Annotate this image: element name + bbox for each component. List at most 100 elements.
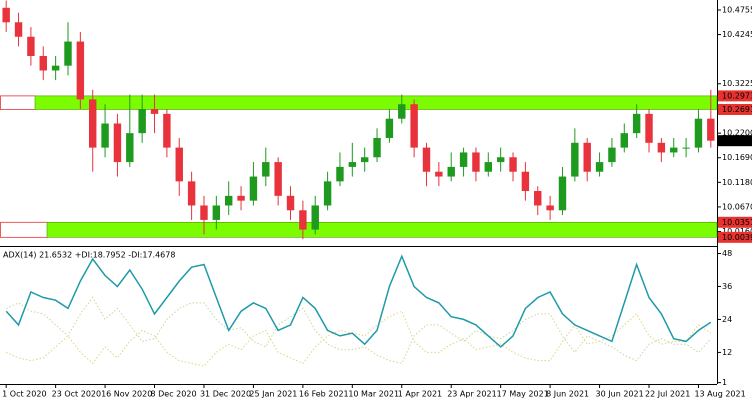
candle-body — [546, 205, 554, 211]
candle-body — [76, 41, 85, 100]
x-tick-label: 1 Apr 2021 — [398, 390, 442, 399]
candle-body — [534, 191, 542, 206]
candle-body — [583, 142, 591, 172]
candle-body — [373, 137, 381, 158]
indicator-line — [5, 310, 712, 367]
x-tick-label: 16 Feb 2021 — [299, 390, 349, 399]
candle-body — [521, 171, 530, 192]
price-marker-label: 10.0351 — [722, 218, 752, 227]
x-tick-label: 13 Aug 2021 — [694, 390, 745, 399]
x-tick-label: 16 Nov 2020 — [101, 390, 152, 399]
y-tick-label: 10.0160 — [722, 227, 752, 236]
candle-body — [101, 123, 109, 148]
y-tick-label: 10.4245 — [722, 30, 752, 39]
candle-body — [138, 109, 146, 134]
candle-body — [385, 118, 394, 138]
x-tick-label: 8 Dec 2020 — [151, 390, 197, 399]
candle-body — [163, 113, 171, 148]
x-tick-label: 10 Mar 2021 — [348, 390, 399, 399]
y-tick-label: 10.0670 — [722, 202, 752, 211]
candle-body — [286, 195, 295, 211]
candle-body — [274, 162, 282, 196]
price-marker — [718, 231, 752, 243]
price-marker-label: 10.0039 — [722, 233, 752, 242]
candle-body — [509, 157, 517, 172]
candle-body — [670, 147, 678, 153]
candle-body — [707, 118, 715, 141]
candle-body — [311, 205, 319, 230]
y-tick-label: 10.4755 — [722, 5, 752, 14]
candle-body — [360, 157, 369, 163]
x-tick-label: 31 Dec 2020 — [200, 390, 251, 399]
candle-body — [496, 157, 505, 163]
candle-body — [175, 147, 183, 182]
y-tick-label: 24 — [722, 315, 732, 324]
price-marker — [718, 103, 752, 115]
y-tick-label: 10.1690 — [722, 153, 752, 162]
x-tick-label: 17 May 2021 — [497, 390, 549, 399]
x-tick-label: 23 Oct 2020 — [52, 390, 101, 399]
candle-body — [14, 22, 23, 37]
y-tick-label: 10.1180 — [722, 178, 752, 187]
candle-body — [64, 41, 72, 66]
candle-body — [682, 147, 690, 149]
candle-body — [595, 162, 604, 172]
zone — [46, 221, 718, 238]
candle-body — [27, 36, 35, 57]
candle-body — [608, 147, 616, 163]
candle-body — [571, 142, 579, 177]
y-tick-label: 10.3225 — [722, 79, 752, 88]
candle-body — [348, 162, 357, 167]
x-tick-label: 25 Jan 2021 — [249, 390, 297, 399]
candle-body — [645, 113, 653, 143]
candle-body — [459, 152, 468, 167]
candle-body — [410, 104, 418, 148]
indicator-line — [5, 254, 712, 348]
y-tick-label: 48 — [722, 249, 732, 258]
candle-body — [2, 7, 10, 23]
candle-body — [150, 109, 159, 114]
indicator-legend: ADX(14) 21.6532 +DI:18.7952 -DI:17.4678 — [3, 251, 175, 260]
candle-body — [558, 176, 567, 211]
price-marker — [718, 135, 752, 147]
x-tick-label: 23 Apr 2021 — [447, 390, 496, 399]
indicator-line — [5, 296, 712, 364]
candle-body — [694, 118, 703, 148]
candle-body — [187, 181, 196, 206]
candle-body — [620, 133, 628, 148]
candle-body — [299, 210, 307, 230]
candle-body — [447, 166, 455, 177]
candle-body — [89, 99, 97, 148]
candle-body — [200, 205, 208, 220]
y-tick-label: 36 — [722, 282, 732, 291]
y-tick-label: 1 — [722, 378, 727, 387]
price-marker-label: 10.2044 — [722, 136, 752, 145]
candle-body — [262, 162, 270, 177]
candle-body — [435, 171, 443, 177]
candle-body — [113, 123, 122, 163]
candle-body — [126, 133, 134, 163]
x-tick-label: 1 Oct 2020 — [2, 390, 46, 399]
zone-left-box — [0, 221, 48, 238]
zone — [34, 95, 718, 110]
candle-body — [51, 65, 60, 71]
price-marker-label: 10.2973 — [722, 91, 752, 100]
candle-body — [632, 113, 641, 134]
x-tick-label: 8 Jun 2021 — [546, 390, 589, 399]
candle-body — [398, 104, 406, 119]
x-tick-label: 22 Jul 2021 — [645, 390, 690, 399]
x-tick-label: 30 Jun 2021 — [596, 390, 644, 399]
candle-body — [422, 147, 431, 172]
candle-body — [657, 142, 666, 153]
price-marker-label: 10.2691 — [722, 105, 752, 114]
zone-left-box — [0, 95, 36, 110]
candle-body — [472, 152, 480, 172]
candle-body — [212, 205, 221, 220]
candle-body — [237, 195, 245, 201]
y-tick-label: 12 — [722, 348, 732, 357]
candle-body — [39, 56, 47, 71]
price-marker — [718, 90, 752, 102]
y-tick-label: 10.2200 — [722, 129, 752, 138]
